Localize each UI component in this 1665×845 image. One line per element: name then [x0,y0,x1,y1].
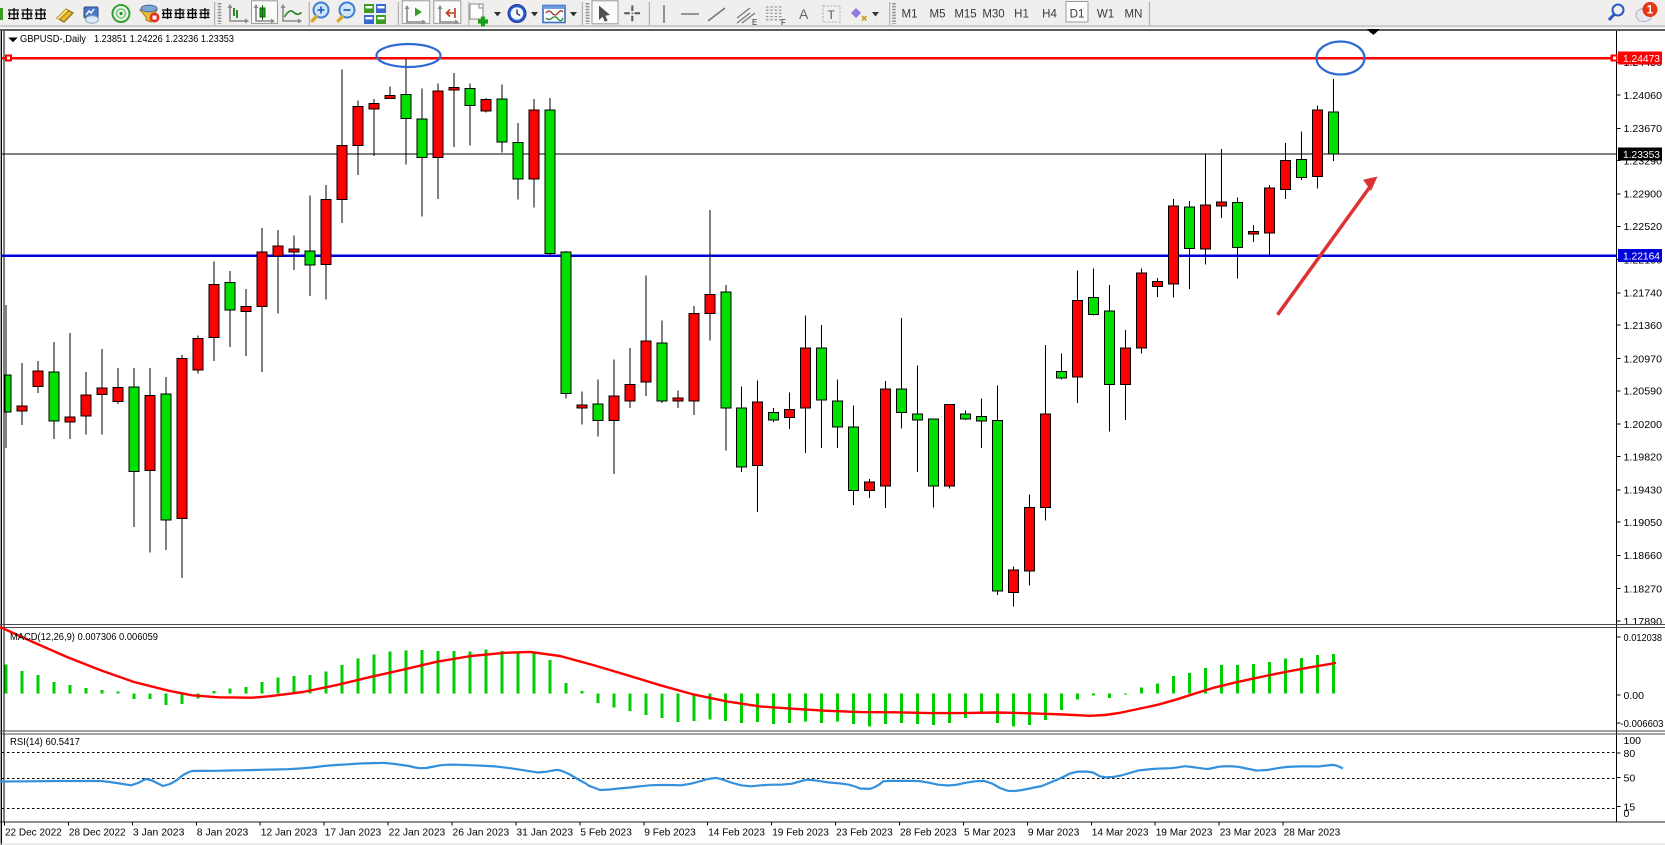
svg-text:0: 0 [1624,808,1630,820]
svg-text:M30: M30 [982,9,1004,21]
svg-text:1.19050: 1.19050 [1624,517,1663,529]
svg-text:23 Feb 2023: 23 Feb 2023 [836,827,893,839]
svg-text:1.19430: 1.19430 [1624,485,1663,497]
svg-text:0.012038: 0.012038 [1624,632,1663,644]
svg-text:D1: D1 [1070,9,1085,21]
svg-text:1.20970: 1.20970 [1624,353,1663,365]
svg-text:GBPUSD-,Daily: GBPUSD-,Daily [20,33,87,45]
svg-text:100: 100 [1624,735,1642,747]
svg-text:1.18270: 1.18270 [1624,584,1663,596]
svg-text:1.19820: 1.19820 [1624,451,1663,463]
svg-text:1.22900: 1.22900 [1624,189,1663,201]
svg-text:22 Dec 2022: 22 Dec 2022 [5,827,62,839]
svg-text:0.00: 0.00 [1624,690,1645,702]
svg-text:-0.006603: -0.006603 [1621,718,1664,730]
svg-text:14 Mar 2023: 14 Mar 2023 [1092,827,1149,839]
svg-text:1.21360: 1.21360 [1624,320,1663,332]
svg-text:8 Jan 2023: 8 Jan 2023 [197,827,249,839]
svg-text:14 Feb 2023: 14 Feb 2023 [708,827,765,839]
svg-text:1: 1 [1647,5,1654,17]
svg-text:MACD(12,26,9) 0.007306 0.00605: MACD(12,26,9) 0.007306 0.006059 [10,632,158,643]
svg-text:MN: MN [1125,9,1143,21]
svg-text:3 Jan 2023: 3 Jan 2023 [133,827,185,839]
svg-text:1.23851 1.24226 1.23236 1.2335: 1.23851 1.24226 1.23236 1.23353 [94,33,234,45]
svg-text:28 Mar 2023: 28 Mar 2023 [1284,827,1341,839]
svg-text:5 Feb 2023: 5 Feb 2023 [580,827,632,839]
svg-text:19 Feb 2023: 19 Feb 2023 [772,827,829,839]
svg-text:26 Jan 2023: 26 Jan 2023 [453,827,510,839]
svg-text:50: 50 [1624,773,1636,785]
svg-text:1.18660: 1.18660 [1624,550,1663,562]
svg-text:M1: M1 [902,9,918,21]
svg-text:1.22164: 1.22164 [1623,251,1660,263]
svg-text:H1: H1 [1014,9,1029,21]
svg-text:1.21740: 1.21740 [1624,288,1663,300]
svg-text:1.17890: 1.17890 [1624,616,1663,628]
svg-text:M5: M5 [930,9,946,21]
svg-text:1.23670: 1.23670 [1624,123,1663,135]
svg-text:E: E [752,18,757,27]
svg-text:28 Dec 2022: 28 Dec 2022 [69,827,126,839]
svg-text:1.22520: 1.22520 [1624,221,1663,233]
svg-text:A: A [799,6,809,22]
svg-text:H4: H4 [1042,9,1057,21]
svg-text:1.20590: 1.20590 [1624,386,1663,398]
svg-text:1.23353: 1.23353 [1623,149,1660,161]
svg-text:1.24060: 1.24060 [1624,90,1663,102]
svg-text:9 Mar 2023: 9 Mar 2023 [1028,827,1080,839]
svg-text:5 Mar 2023: 5 Mar 2023 [964,827,1016,839]
svg-text:W1: W1 [1097,9,1114,21]
svg-text:RSI(14) 60.5417: RSI(14) 60.5417 [10,737,80,748]
svg-text:80: 80 [1624,748,1636,760]
svg-text:M15: M15 [954,9,976,21]
svg-text:T: T [828,8,836,22]
svg-text:1.24473: 1.24473 [1623,53,1660,65]
svg-text:31 Jan 2023: 31 Jan 2023 [516,827,573,839]
svg-text:15: 15 [1624,802,1636,814]
svg-text:17 Jan 2023: 17 Jan 2023 [325,827,382,839]
svg-text:23 Mar 2023: 23 Mar 2023 [1220,827,1277,839]
svg-text:1.20200: 1.20200 [1624,419,1663,431]
svg-text:19 Mar 2023: 19 Mar 2023 [1156,827,1213,839]
svg-text:28 Feb 2023: 28 Feb 2023 [900,827,957,839]
svg-text:12 Jan 2023: 12 Jan 2023 [261,827,318,839]
svg-text:9 Feb 2023: 9 Feb 2023 [644,827,696,839]
svg-text:F: F [781,18,786,27]
svg-text:22 Jan 2023: 22 Jan 2023 [389,827,446,839]
